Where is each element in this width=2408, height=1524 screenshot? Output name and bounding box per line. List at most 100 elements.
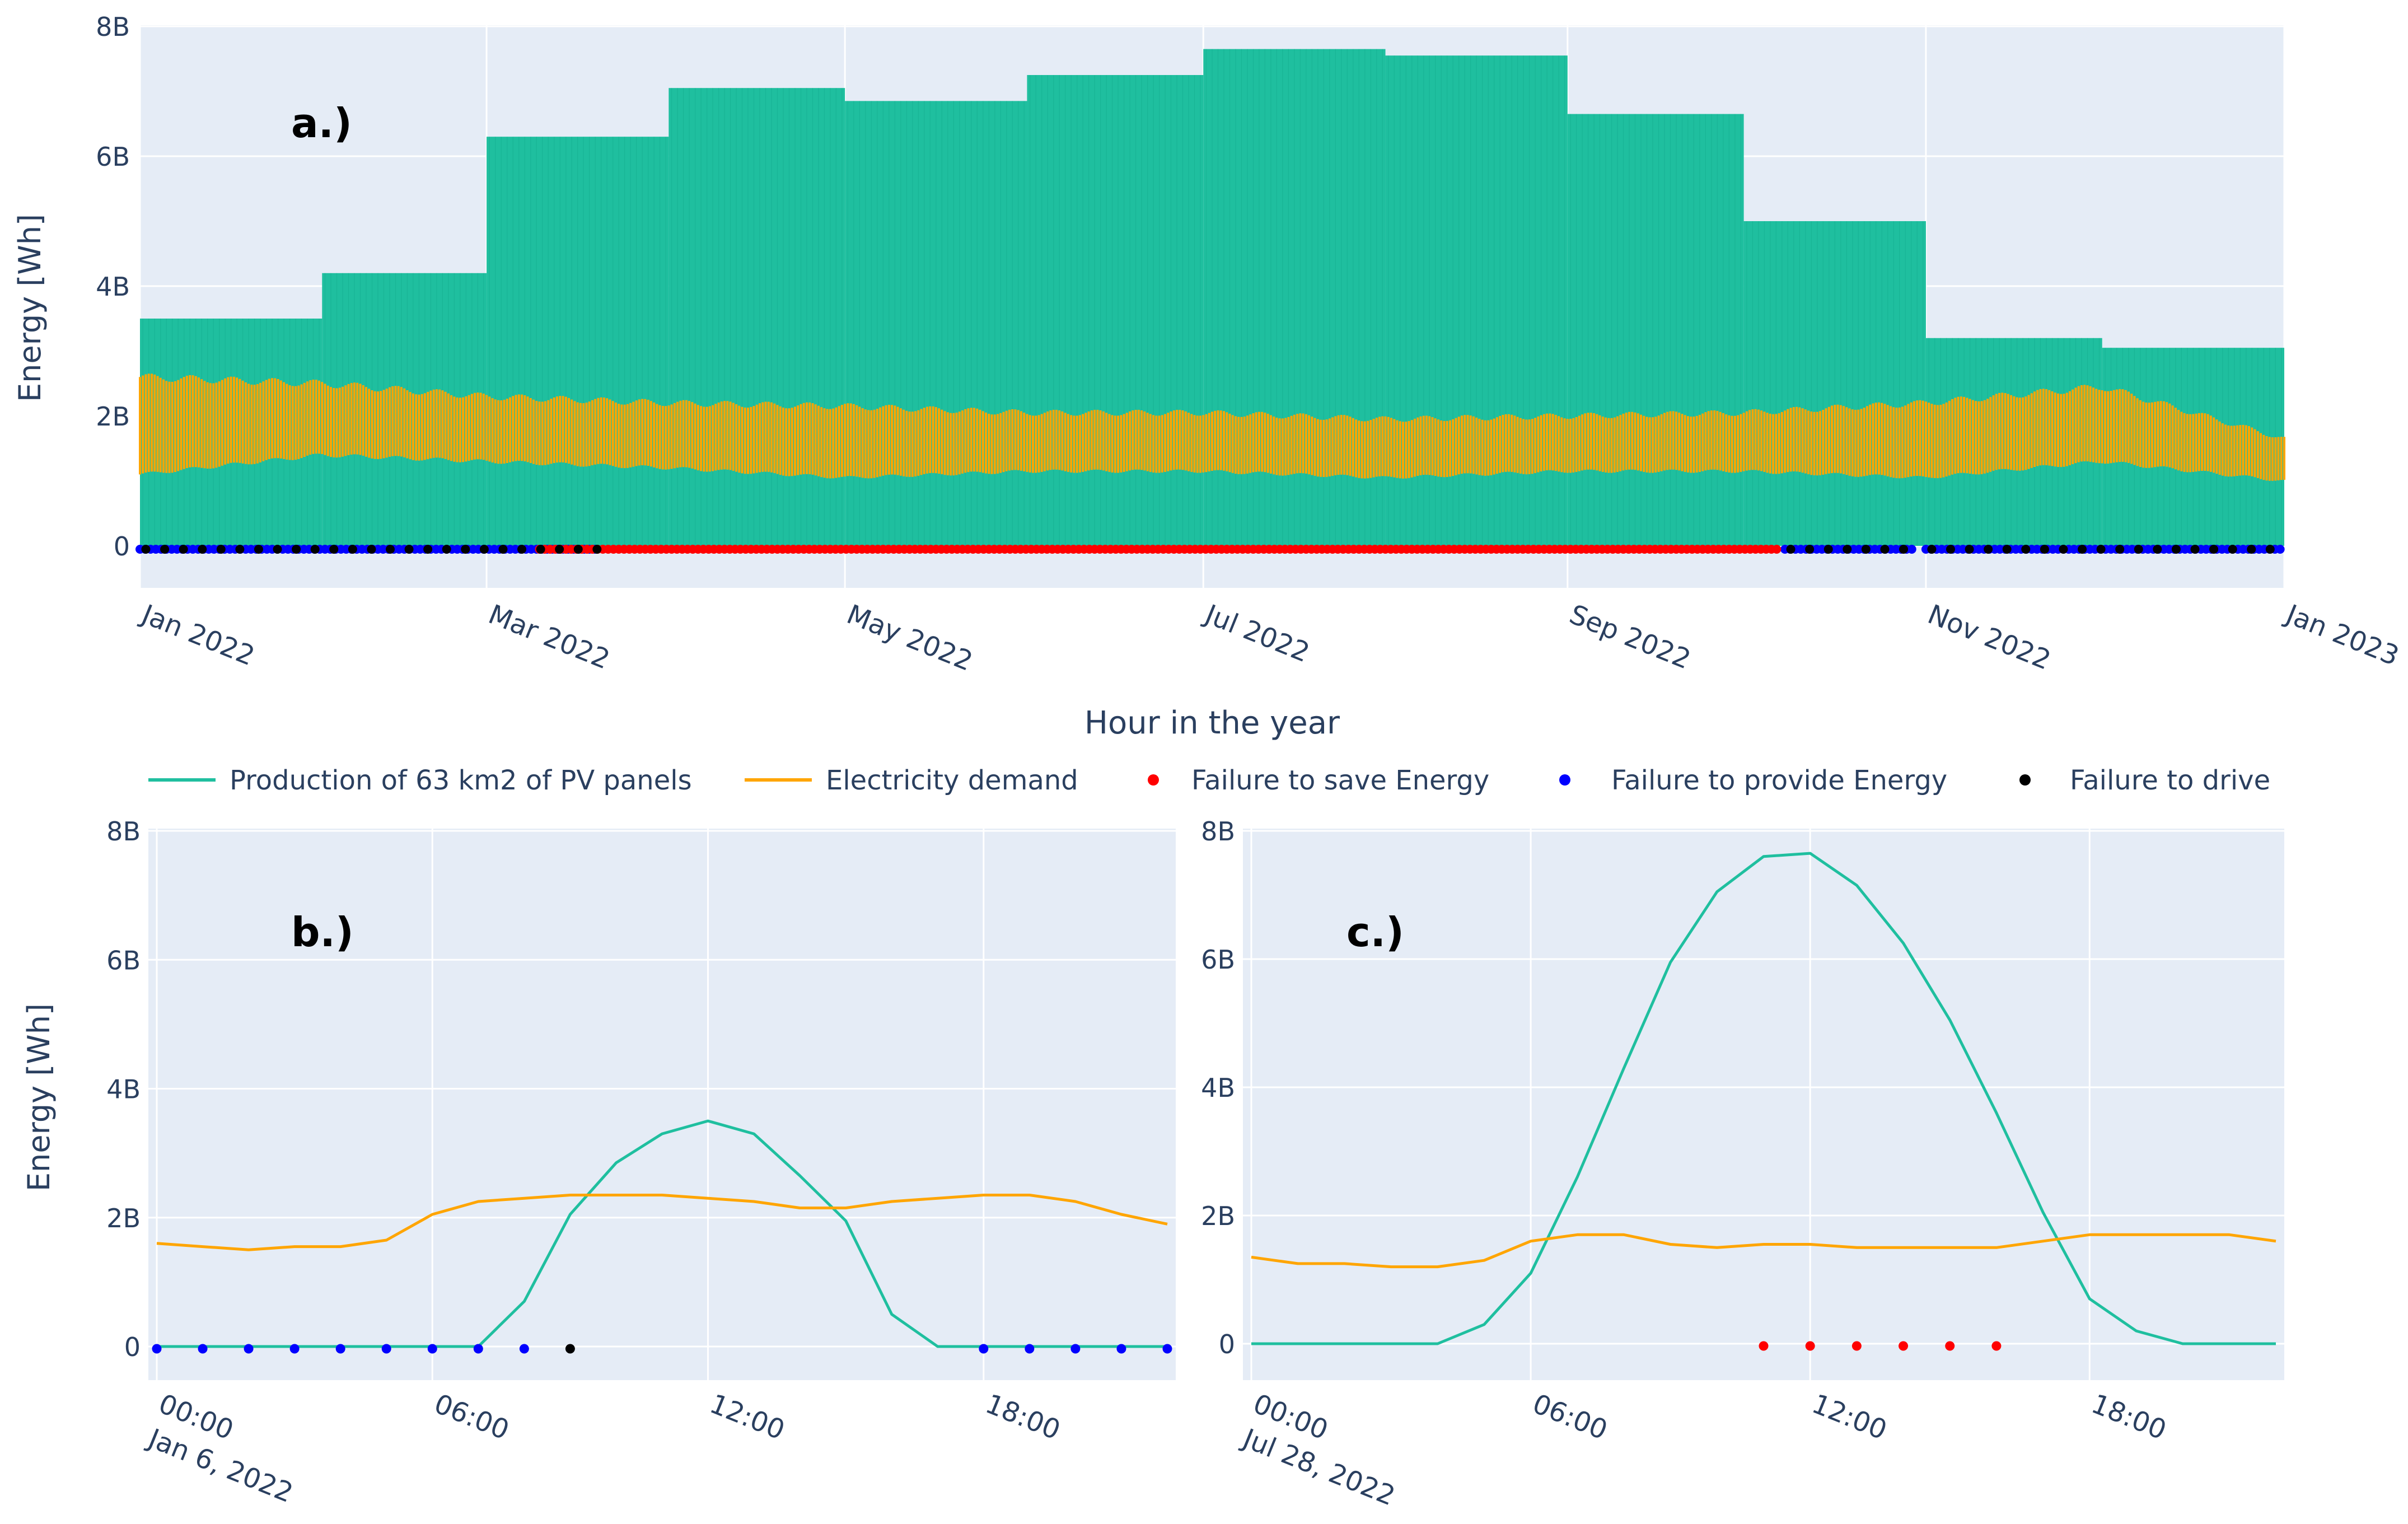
fail-drive-marker [1946, 545, 1955, 554]
fail-drive-marker [2190, 545, 2200, 554]
fail-drive-marker [292, 545, 301, 554]
fail-drive-marker [1927, 545, 1937, 554]
fail-drive-marker [2265, 545, 2275, 554]
panel-b-y-axis-title: Energy [Wh] [21, 1003, 57, 1191]
panel-a-x-tick-label: Mar 2022 [484, 599, 614, 675]
b-y-tick-label: 2B [106, 1203, 141, 1233]
fail-provide-marker [1116, 1344, 1126, 1354]
panel-a-failure-markers [135, 545, 2285, 554]
fail-drive-marker [2247, 545, 2256, 554]
fail-drive-marker [1984, 545, 1993, 554]
c-y-tick-label: 4B [1201, 1073, 1235, 1103]
legend-label-demand: Electricity demand [826, 765, 1078, 796]
b-x-tick-label: 18:00 [981, 1388, 1064, 1446]
panel-b-series [156, 1119, 1168, 1348]
legend-item-production[interactable]: Production of 63 km2 of PV panels [148, 765, 692, 796]
legend-item-fail-save[interactable]: Failure to save Energy [1148, 765, 1489, 796]
fail-drive-marker [1861, 545, 1871, 554]
fail-drive-marker [565, 1344, 575, 1354]
panel-a-y-axis-title: Energy [Wh] [12, 214, 48, 402]
c-x-tick-label: 12:00 [1808, 1388, 1891, 1446]
c-y-tick-label: 0 [1219, 1329, 1235, 1359]
fail-drive-marker [179, 545, 188, 554]
fail-save-marker [1899, 1341, 1909, 1351]
fail-drive-marker [367, 545, 376, 554]
demand-line [1251, 1233, 2276, 1269]
legend-swatch-fail-save [1148, 774, 1159, 786]
legend-label-fail-save: Failure to save Energy [1191, 765, 1489, 796]
fail-provide-marker [1162, 1344, 1172, 1354]
fail-drive-marker [536, 545, 545, 554]
fail-save-marker [1945, 1341, 1955, 1351]
fail-drive-marker [329, 545, 339, 554]
panel-a-x-axis-title: Hour in the year [1084, 705, 1340, 741]
demand-line [156, 1194, 1168, 1251]
fail-provide-marker [1070, 1344, 1081, 1354]
panel-a-y-tick-label: 8B [96, 12, 130, 42]
c-y-tick-label: 8B [1201, 816, 1235, 847]
production-daily-spikes [847, 101, 1025, 546]
fail-provide-marker [335, 1344, 345, 1354]
fail-drive-marker [1805, 545, 1815, 554]
fail-drive-marker [479, 545, 489, 554]
panel-a-y-tick-label: 2B [96, 401, 130, 432]
b-y-tick-label: 6B [106, 945, 141, 975]
fail-drive-marker [386, 545, 395, 554]
demand-series [139, 373, 2285, 481]
fail-drive-marker [2021, 545, 2031, 554]
legend-label-production: Production of 63 km2 of PV panels [230, 765, 692, 796]
production-daily-spikes [1030, 75, 1201, 546]
legend-item-fail-provide[interactable]: Failure to provide Energy [1559, 765, 1947, 796]
fail-drive-marker [573, 545, 583, 554]
production-daily-spikes [489, 137, 666, 546]
panel-a-x-tick-label: Sep 2022 [1565, 599, 1695, 675]
fail-drive-marker [348, 545, 357, 554]
b-y-tick-label: 0 [124, 1332, 141, 1362]
fail-provide-marker [1907, 545, 1916, 554]
fail-drive-marker [2078, 545, 2087, 554]
fail-drive-marker [273, 545, 282, 554]
panel-a-x-tick-label: Jul 2022 [1199, 598, 1314, 668]
panel-b-failure-markers [152, 1344, 1172, 1354]
c-x-tick-label: 06:00 [1528, 1388, 1612, 1446]
panel-b-label: b.) [291, 909, 354, 956]
production-month-bar [1567, 114, 1744, 546]
production-month-bar [1743, 221, 1926, 546]
b-y-tick-label: 4B [106, 1074, 141, 1105]
fail-drive-marker [1899, 545, 1909, 554]
fail-provide-marker [2275, 545, 2285, 554]
fail-drive-marker [461, 545, 470, 554]
legend-swatch-fail-provide [1559, 774, 1570, 786]
production-daily-spikes [671, 88, 843, 546]
fail-drive-marker [1786, 545, 1796, 554]
fail-drive-marker [310, 545, 320, 554]
legend-item-fail-drive[interactable]: Failure to drive [2019, 765, 2270, 796]
fail-drive-marker [442, 545, 451, 554]
c-y-tick-label: 2B [1201, 1201, 1235, 1231]
legend-label-fail-provide: Failure to provide Energy [1611, 765, 1947, 796]
fail-drive-marker [2002, 545, 2012, 554]
fail-save-marker [1851, 1341, 1862, 1351]
panel-a: 0 2B 4B 6B 8B Jan 2022 Mar 2022 May 2022 Jul 20… [12, 12, 2403, 741]
fail-drive-marker [1880, 545, 1890, 554]
panel-a-y-tick-label: 6B [96, 142, 130, 172]
fail-provide-marker [427, 1344, 437, 1354]
fail-drive-marker [2040, 545, 2049, 554]
legend-item-demand[interactable]: Electricity demand [745, 765, 1078, 796]
legend: Production of 63 km2 of PV panels Electr… [148, 765, 2270, 796]
fail-drive-marker [216, 545, 226, 554]
panel-b-y-ticks: 0 2B 4B 6B 8B [106, 816, 141, 1362]
production-daily-spikes [1746, 221, 1924, 546]
production-daily-spikes [1388, 55, 1565, 546]
panel-c-series [1251, 852, 2276, 1345]
panel-a-demand-series [139, 373, 2285, 481]
fail-drive-marker [404, 545, 414, 554]
fail-provide-marker [381, 1344, 391, 1354]
panel-a-x-tick-label: Nov 2022 [1923, 599, 2055, 676]
panel-c-label: c.) [1346, 909, 1404, 956]
production-month-bar [487, 137, 669, 546]
fail-provide-marker [198, 1344, 208, 1354]
